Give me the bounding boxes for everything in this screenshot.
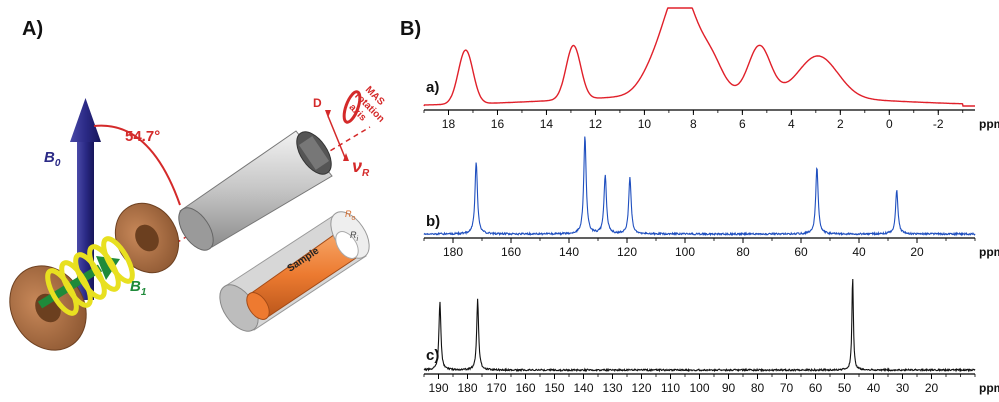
mas-probe-diagram: B0 54.7° D MAS rotation ax [9, 82, 397, 351]
x-tick-label: 140 [559, 245, 579, 259]
x-tick-label: 4 [788, 117, 795, 131]
spectrum-tag: c) [426, 347, 439, 364]
x-tick-label: 40 [867, 381, 881, 395]
x-tick-label: 30 [896, 381, 910, 395]
x-tick-label: 14 [540, 117, 554, 131]
x-unit-label: ppm [979, 381, 999, 395]
x-tick-label: 100 [689, 381, 709, 395]
ro-label: Ro [345, 209, 356, 222]
x-tick-label: 20 [925, 381, 939, 395]
x-tick-label: 90 [722, 381, 736, 395]
b1-label: B1 [130, 278, 147, 298]
x-tick-label: 80 [751, 381, 765, 395]
x-unit-label: ppm [979, 117, 999, 131]
x-tick-label: 120 [617, 245, 637, 259]
x-tick-label: 12 [589, 117, 603, 131]
angle-label: 54.7° [125, 128, 160, 145]
x-tick-label: 6 [739, 117, 746, 131]
x-tick-label: 20 [910, 245, 924, 259]
nu-r-label: νR [352, 156, 370, 179]
x-tick-label: 8 [690, 117, 697, 131]
coil-disk-back [114, 202, 180, 274]
panel-a-label: A) [22, 18, 44, 40]
x-tick-label: 50 [838, 381, 852, 395]
mas-axis-label: MAS rotation axis [344, 82, 397, 135]
rotor [178, 130, 333, 251]
x-tick-label: 170 [486, 381, 506, 395]
x-tick-label: 10 [638, 117, 652, 131]
x-tick-label: 160 [515, 381, 535, 395]
x-tick-label: 180 [443, 245, 463, 259]
angle-arc [93, 124, 181, 206]
panel-b-label: B) [400, 18, 422, 40]
spectrum-trace [423, 7, 975, 107]
x-tick-label: 160 [501, 245, 521, 259]
rotor-diameter-marker [325, 110, 349, 161]
x-tick-label: 140 [573, 381, 593, 395]
x-tick-label: 60 [809, 381, 823, 395]
x-tick-label: 130 [602, 381, 622, 395]
ri-label: Ri [350, 230, 359, 243]
x-tick-label: 70 [780, 381, 794, 395]
spectrum-tag: b) [426, 213, 440, 230]
nmr-spectra: 181614121086420-2ppma)180160140120100806… [423, 7, 999, 395]
x-tick-label: 18 [442, 117, 456, 131]
spectrum-3: 190 180 170 160 150 140 130 120 110 100 90 80 70 60 50… [423, 278, 999, 395]
b0-label: B0 [44, 149, 61, 169]
x-tick-label: -2 [933, 117, 944, 131]
x-tick-label: 150 [544, 381, 564, 395]
x-tick-label: 60 [794, 245, 808, 259]
x-unit-label: ppm [979, 245, 999, 259]
rotation-ring-icon [342, 90, 362, 124]
x-tick-label: 190 [428, 381, 448, 395]
d-label: D [313, 96, 322, 110]
x-tick-label: 80 [736, 245, 750, 259]
x-tick-label: 0 [886, 117, 893, 131]
sample-cross-section [219, 211, 370, 332]
spectrum-trace [423, 278, 976, 373]
x-tick-label: 100 [675, 245, 695, 259]
spectrum-tag: a) [426, 79, 439, 96]
rf-coil [45, 236, 135, 316]
spectrum-2: 180 160 140 120 100 80 60 40 20 ppm b) [423, 136, 999, 259]
x-tick-label: 120 [631, 381, 651, 395]
x-tick-label: 110 [661, 381, 680, 395]
spectrum-1: 18 16 14 12 10 8 6 4 2 0 -2 ppm a) [423, 7, 999, 131]
x-tick-label: 2 [837, 117, 844, 131]
x-tick-label: 40 [852, 245, 866, 259]
x-tick-label: 180 [457, 381, 477, 395]
spectrum-trace [423, 136, 976, 237]
x-tick-label: 16 [491, 117, 505, 131]
